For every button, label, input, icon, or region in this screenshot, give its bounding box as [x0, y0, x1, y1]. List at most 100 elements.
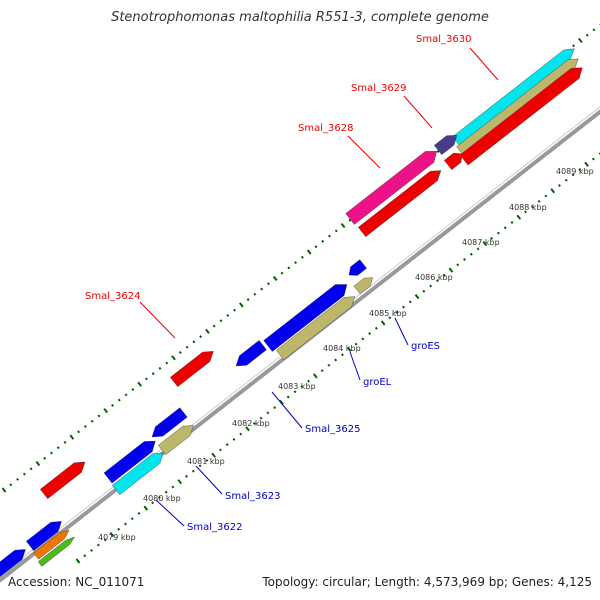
tick-mark: [287, 266, 291, 270]
tick-mark: [340, 353, 344, 357]
gene-green: [37, 536, 76, 567]
tick-mark: [293, 390, 297, 394]
tick-mark: [239, 432, 243, 436]
kbp-label: 4080 kbp: [143, 494, 181, 503]
tick-mark: [137, 511, 141, 515]
tick-mark: [321, 239, 325, 243]
kbp-label: 4087 kbp: [462, 238, 500, 247]
tick-mark: [429, 284, 433, 288]
gene-slate-3629: [434, 134, 458, 155]
tick-mark: [1, 487, 7, 493]
gene-label-smal-3628[interactable]: Smal_3628: [298, 123, 353, 134]
tick-mark: [578, 37, 583, 44]
leader-line: [271, 391, 303, 429]
topology-text: Topology: circular; Length: 4,573,969 bp…: [262, 575, 592, 589]
tick-mark: [273, 406, 277, 410]
gene-khaki-groel: [276, 296, 356, 360]
tick-mark: [9, 483, 13, 487]
leader-line: [347, 135, 381, 169]
tick-mark: [83, 425, 87, 429]
kbp-label: 4083 kbp: [278, 382, 316, 391]
tick-mark: [171, 355, 176, 361]
tick-mark: [380, 320, 386, 326]
gene-blue-edge: [26, 521, 62, 551]
tick-mark: [585, 33, 589, 37]
tick-mark: [306, 249, 312, 255]
tick-mark: [592, 28, 596, 32]
gene-red-lower: [40, 461, 86, 499]
tick-mark: [469, 252, 473, 256]
tick-mark: [157, 496, 161, 500]
gene-cyan-3622: [112, 452, 164, 495]
kbp-label: 4082 kbp: [232, 419, 270, 428]
tick-mark: [97, 414, 101, 418]
tick-mark: [294, 261, 298, 265]
gene-label-smal-3624[interactable]: Smal_3624: [85, 291, 140, 302]
gene-label-groel[interactable]: groEL: [363, 377, 392, 388]
tick-mark: [307, 379, 311, 383]
tick-mark: [524, 210, 528, 214]
gene-khaki-3622: [158, 425, 194, 455]
tick-mark: [137, 381, 142, 387]
tick-mark: [422, 289, 426, 293]
label-leader-lines: [139, 47, 499, 527]
gene-red-3628b: [358, 170, 442, 237]
tick-mark: [124, 522, 127, 526]
tick-mark: [205, 328, 210, 334]
tick-mark: [185, 345, 189, 349]
gene-label-smal-3629[interactable]: Smal_3629: [351, 83, 406, 94]
tick-mark: [124, 393, 128, 397]
gene-label-smal-3625[interactable]: Smal_3625: [305, 424, 360, 435]
tick-mark: [130, 517, 134, 521]
tick-mark: [334, 229, 338, 233]
tick-mark: [22, 472, 26, 476]
tick-mark: [490, 236, 494, 240]
gene-label-smal-3630[interactable]: Smal_3630: [416, 34, 471, 45]
tick-mark: [279, 399, 284, 405]
tick-mark: [314, 245, 318, 249]
tick-mark: [571, 173, 575, 177]
gene-blue-3623b: [151, 407, 188, 438]
tick-mark: [313, 373, 318, 379]
tick-mark: [463, 258, 466, 262]
tick-mark: [50, 451, 53, 455]
gene-label-groes[interactable]: groES: [411, 341, 440, 352]
tick-mark: [69, 434, 75, 440]
tick-mark: [260, 287, 264, 291]
tick-mark: [164, 490, 168, 494]
tick-mark: [111, 403, 114, 407]
tick-mark: [259, 416, 263, 420]
tick-mark: [557, 183, 561, 187]
tick-mark: [584, 161, 589, 167]
tick-mark: [266, 282, 270, 286]
tick-mark: [165, 361, 169, 365]
gene-blue-3623: [103, 440, 156, 484]
tick-mark: [177, 479, 183, 485]
gene-blue-groes: [348, 259, 367, 276]
tick-mark: [544, 194, 548, 198]
gene-blue-groel: [263, 284, 348, 352]
gene-label-smal-3623[interactable]: Smal_3623: [225, 491, 280, 502]
tick-mark: [43, 456, 47, 460]
tick-mark: [151, 372, 155, 376]
kbp-label: 4081 kbp: [187, 457, 225, 466]
gene-blue-far: [0, 549, 26, 578]
gene-magenta-3628: [345, 151, 437, 225]
tick-mark: [171, 485, 175, 489]
gene-label-smal-3622[interactable]: Smal_3622: [187, 522, 242, 533]
tick-mark: [143, 505, 149, 511]
tick-mark: [226, 313, 230, 317]
tick-mark: [16, 477, 20, 481]
tick-mark: [103, 408, 109, 414]
tick-mark: [286, 395, 290, 399]
tick-mark: [103, 538, 107, 542]
tick-mark: [340, 222, 346, 229]
kbp-label: 4088 kbp: [509, 203, 547, 212]
accession-text: Accession: NC_011071: [8, 575, 145, 589]
leader-line: [394, 317, 409, 346]
tick-mark: [476, 247, 480, 251]
gene-red-3624: [170, 351, 214, 387]
tick-mark: [266, 411, 270, 415]
tick-mark: [368, 332, 372, 336]
